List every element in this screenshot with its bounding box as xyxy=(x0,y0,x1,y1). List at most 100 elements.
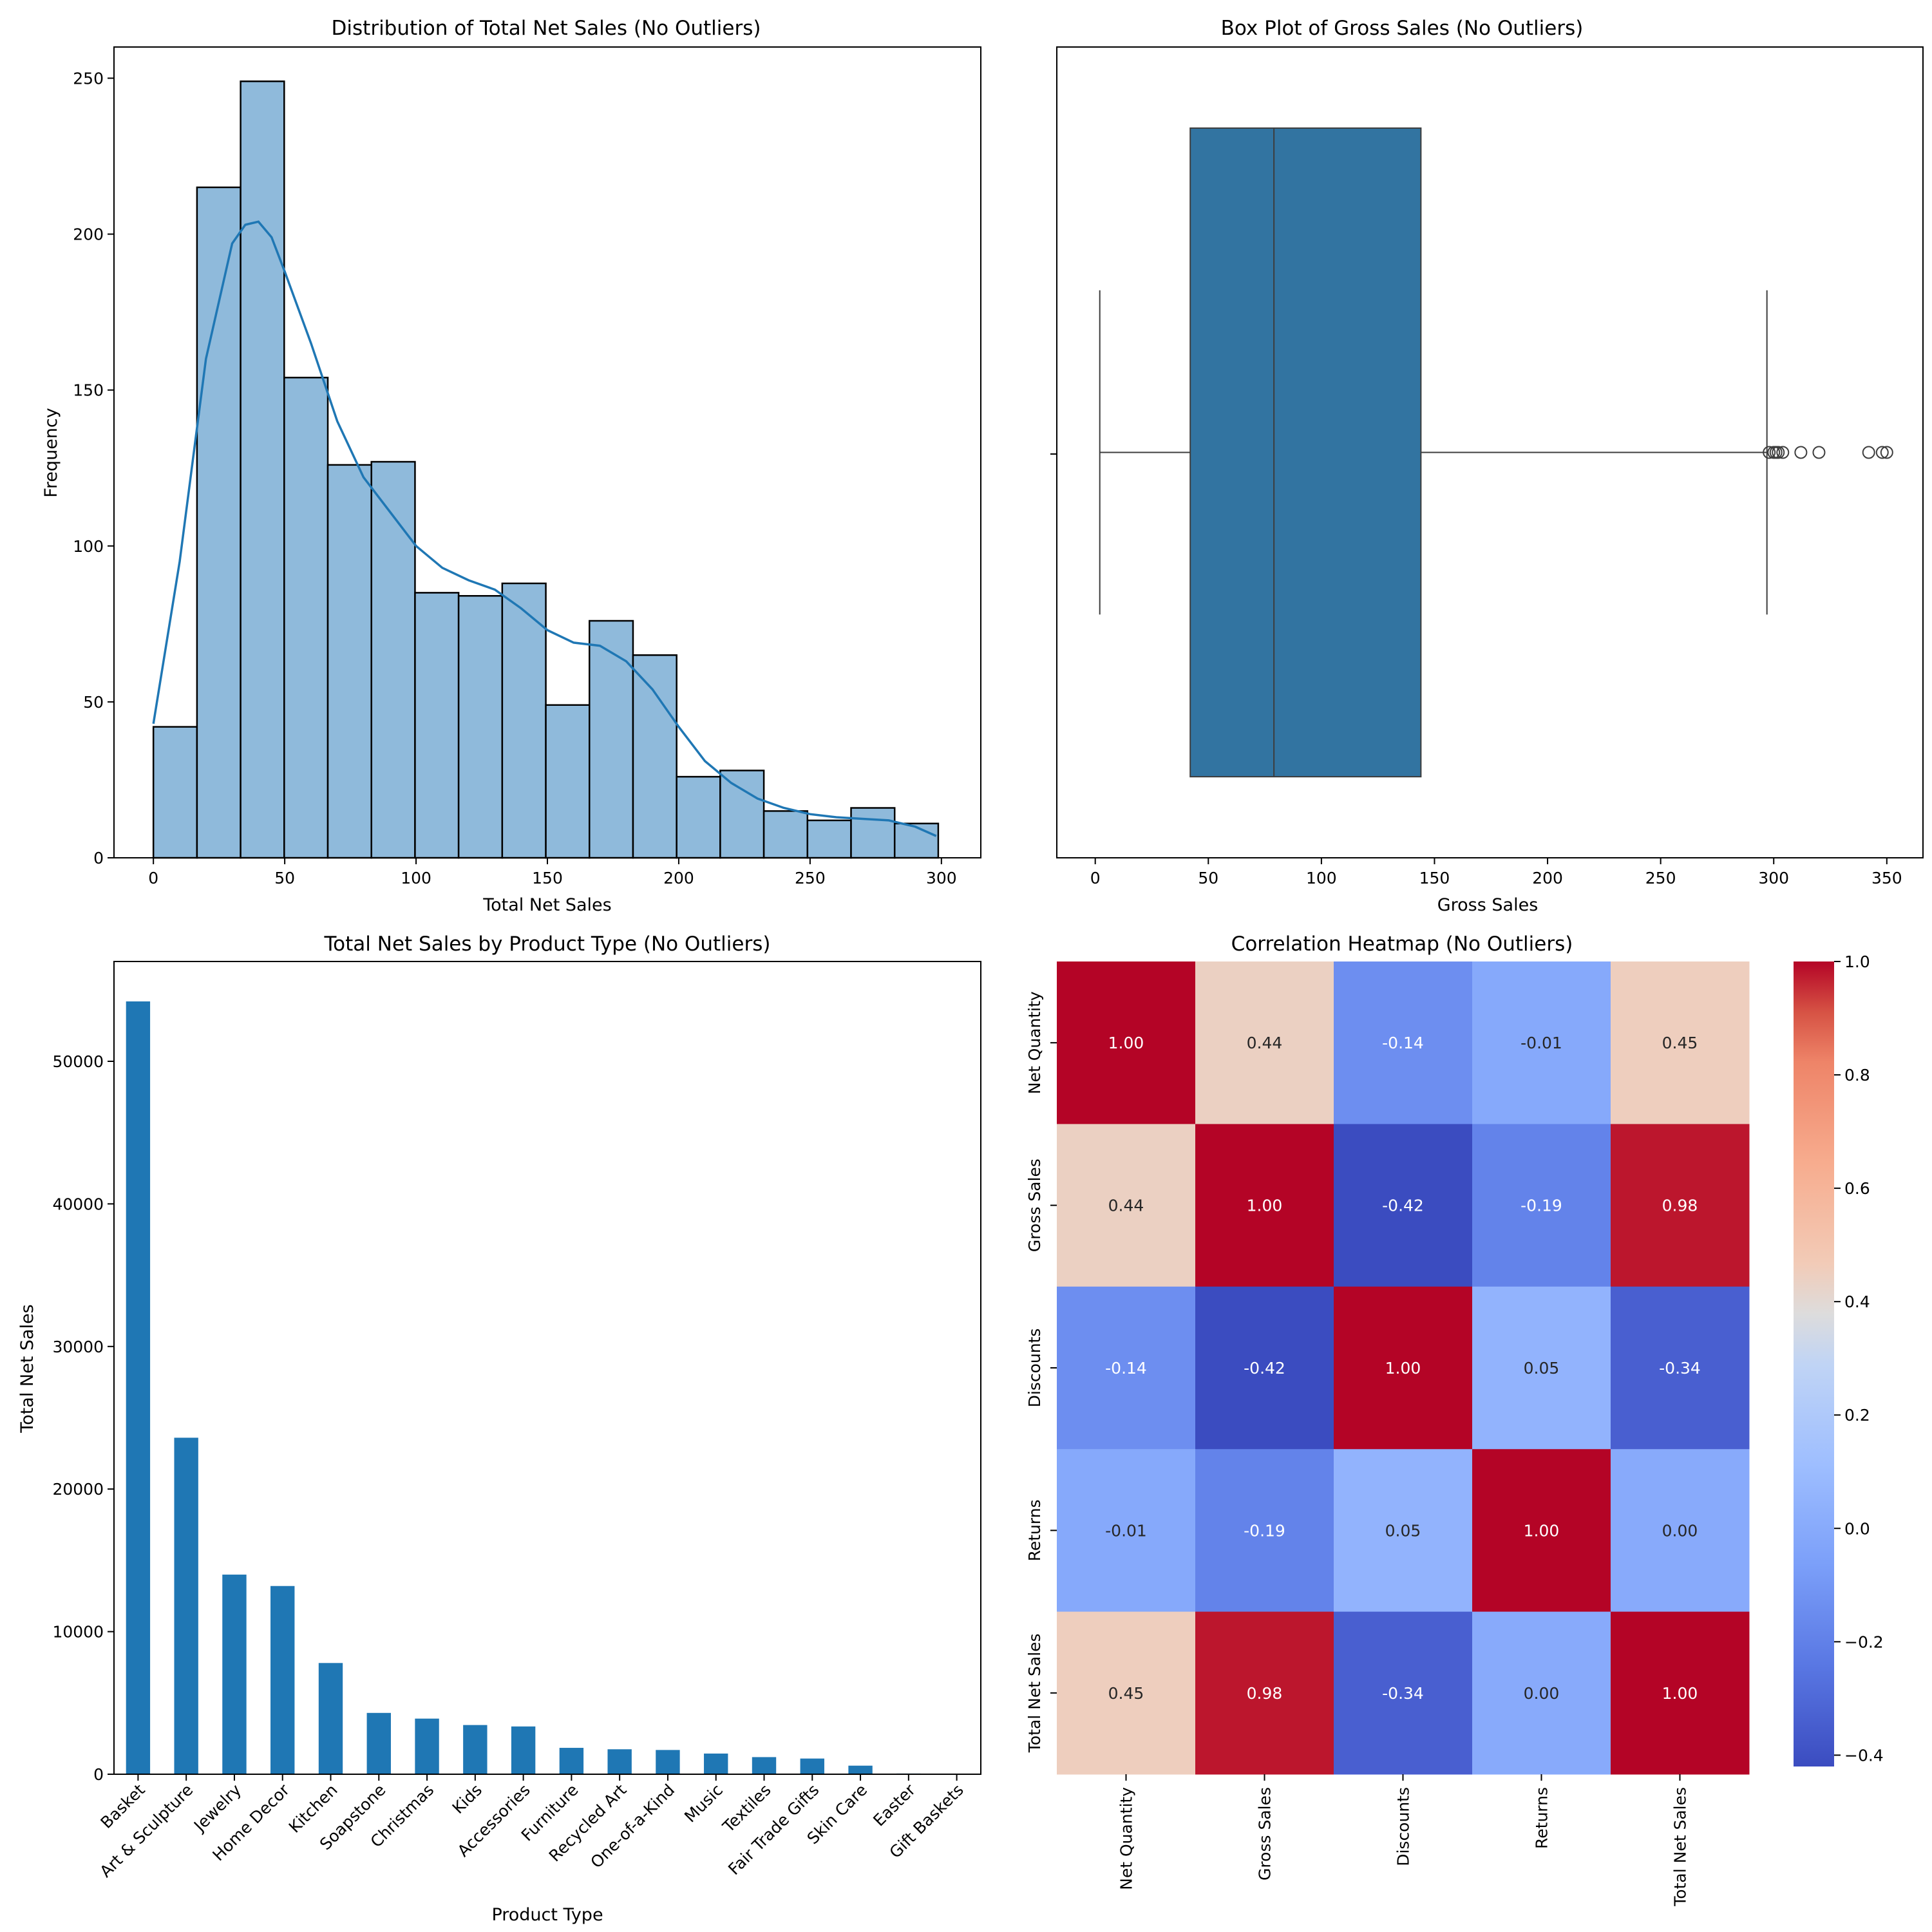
product-xtick-label: One-of-a-Kind xyxy=(587,1781,678,1872)
heatmap-ytick-label: Gross Sales xyxy=(1025,1159,1044,1252)
histogram-bar xyxy=(762,810,809,859)
heatmap-cell-label: 0.45 xyxy=(1662,1034,1698,1052)
histogram-bar xyxy=(719,770,765,859)
product-bar xyxy=(366,1712,391,1774)
histogram-ytick-label: 50 xyxy=(83,693,104,712)
heatmap-xtick-label: Gross Sales xyxy=(1256,1787,1274,1880)
colorbar-tick-label: −0.2 xyxy=(1844,1633,1884,1651)
heatmap-panel: Correlation Heatmap (No Outliers) 1.00 0.… xyxy=(1025,933,1884,1907)
heatmap-xtick-label: Net Quantity xyxy=(1117,1787,1136,1890)
heatmap-cell-label: 0.98 xyxy=(1247,1684,1283,1703)
product-bar xyxy=(415,1718,439,1774)
product-bar xyxy=(704,1753,728,1774)
product-bar xyxy=(126,1001,151,1774)
colorbar-tick-label: 0.6 xyxy=(1844,1179,1870,1198)
histogram-bar xyxy=(632,654,677,859)
heatmap-cell-label: 0.44 xyxy=(1108,1197,1144,1215)
histogram-xtick-label: 250 xyxy=(795,869,826,887)
histogram-bar xyxy=(545,704,591,859)
heatmap-cell-label: 1.00 xyxy=(1524,1521,1560,1540)
histogram-xtick-label: 300 xyxy=(926,869,957,887)
product-ytick-label: 0 xyxy=(93,1765,104,1784)
heatmap-cell xyxy=(1195,1611,1334,1775)
histogram-bar xyxy=(240,80,285,859)
boxplot-title: Box Plot of Gross Sales (No Outliers) xyxy=(1221,17,1584,40)
colorbar-tick-label: −0.4 xyxy=(1844,1746,1884,1765)
histogram-bar xyxy=(589,620,634,859)
boxplot-xtick-label: 0 xyxy=(1090,869,1101,887)
histogram-bar xyxy=(676,775,721,859)
heatmap-cell-label: 1.00 xyxy=(1247,1197,1283,1215)
boxplot-xtick-label: 100 xyxy=(1306,869,1337,887)
histogram-bar xyxy=(327,464,372,859)
colorbar xyxy=(1794,961,1834,1766)
histogram-title: Distribution of Total Net Sales (No Outl… xyxy=(332,17,761,40)
heatmap-cell xyxy=(1334,1124,1473,1287)
heatmap-cell xyxy=(1472,961,1611,1124)
heatmap-cell-label: -0.19 xyxy=(1244,1521,1285,1540)
heatmap-ytick-label: Total Net Sales xyxy=(1025,1633,1044,1753)
heatmap-cell-label: 1.00 xyxy=(1108,1034,1144,1052)
box-flier xyxy=(1812,446,1826,459)
box-flier xyxy=(1772,446,1785,459)
histogram-bar xyxy=(893,822,940,859)
box-flier xyxy=(1862,446,1875,459)
product-bar xyxy=(752,1757,777,1774)
histogram-xtick-label: 200 xyxy=(663,869,694,887)
colorbar-tick-label: 0.2 xyxy=(1844,1406,1870,1425)
product-xtick-label: Music xyxy=(681,1781,726,1826)
heatmap-cell xyxy=(1611,1286,1750,1450)
heatmap-cell-label: 1.00 xyxy=(1662,1684,1698,1703)
heatmap-xtick-label: Total Net Sales xyxy=(1671,1787,1690,1907)
heatmap-cell xyxy=(1195,961,1334,1124)
product-bar-frame xyxy=(113,961,981,1775)
heatmap-cell xyxy=(1472,1124,1611,1287)
heatmap-cell-label: -0.01 xyxy=(1105,1521,1147,1540)
boxplot-frame xyxy=(1056,46,1924,858)
heatmap-cell xyxy=(1334,1286,1473,1450)
heatmap-cell xyxy=(1611,1611,1750,1775)
histogram-bar xyxy=(501,582,547,859)
heatmap-cell-label: -0.19 xyxy=(1520,1197,1562,1215)
heatmap-cell xyxy=(1334,1611,1473,1775)
heatmap-ytick-label: Net Quantity xyxy=(1025,991,1044,1094)
colorbar-tick-label: 0.8 xyxy=(1844,1066,1870,1084)
product-bar xyxy=(270,1586,295,1774)
heatmap-ytick-label: Discounts xyxy=(1025,1329,1044,1408)
colorbar-tick-label: 1.0 xyxy=(1844,952,1870,971)
histogram-xlabel: Total Net Sales xyxy=(482,895,611,915)
product-bar-title: Total Net Sales by Product Type (No Outl… xyxy=(324,933,771,956)
heatmap-cell-label: -0.01 xyxy=(1520,1034,1562,1052)
colorbar-tick-label: 0.0 xyxy=(1844,1519,1870,1538)
heatmap-cell xyxy=(1611,961,1750,1124)
heatmap-cell xyxy=(1472,1611,1611,1775)
histogram-bar xyxy=(457,594,504,859)
boxplot-panel: Box Plot of Gross Sales (No Outliers) 0 5… xyxy=(1050,17,1924,915)
heatmap-cell xyxy=(1195,1449,1334,1613)
histogram-ylabel: Frequency xyxy=(41,408,61,498)
heatmap-cell-label: -0.14 xyxy=(1105,1359,1147,1378)
boxplot-xtick-label: 250 xyxy=(1645,869,1676,887)
heatmap-cell-label: -0.42 xyxy=(1382,1197,1424,1215)
histogram-xtick-label: 100 xyxy=(401,869,431,887)
product-ytick-label: 20000 xyxy=(52,1480,104,1499)
boxplot-xtick-label: 350 xyxy=(1871,869,1902,887)
histogram-xtick-label: 150 xyxy=(532,869,563,887)
product-ytick-label: 30000 xyxy=(52,1338,104,1356)
histogram-xtick-label: 50 xyxy=(274,869,295,887)
heatmap-cell xyxy=(1611,1124,1750,1287)
histogram-bar xyxy=(806,819,852,859)
boxplot-xtick-label: 50 xyxy=(1198,869,1218,887)
product-bar xyxy=(607,1749,632,1774)
boxplot-xtick-label: 300 xyxy=(1758,869,1789,887)
box-flier xyxy=(1880,446,1893,459)
product-bar xyxy=(463,1725,488,1774)
product-bar-xlabel: Product Type xyxy=(491,1905,603,1925)
kde-line xyxy=(152,220,937,837)
histogram-xtick-label: 0 xyxy=(148,869,158,887)
product-bar xyxy=(318,1663,343,1774)
histogram-ytick-label: 200 xyxy=(73,225,104,244)
histogram-bar xyxy=(196,186,242,859)
histogram-bar xyxy=(283,377,329,859)
